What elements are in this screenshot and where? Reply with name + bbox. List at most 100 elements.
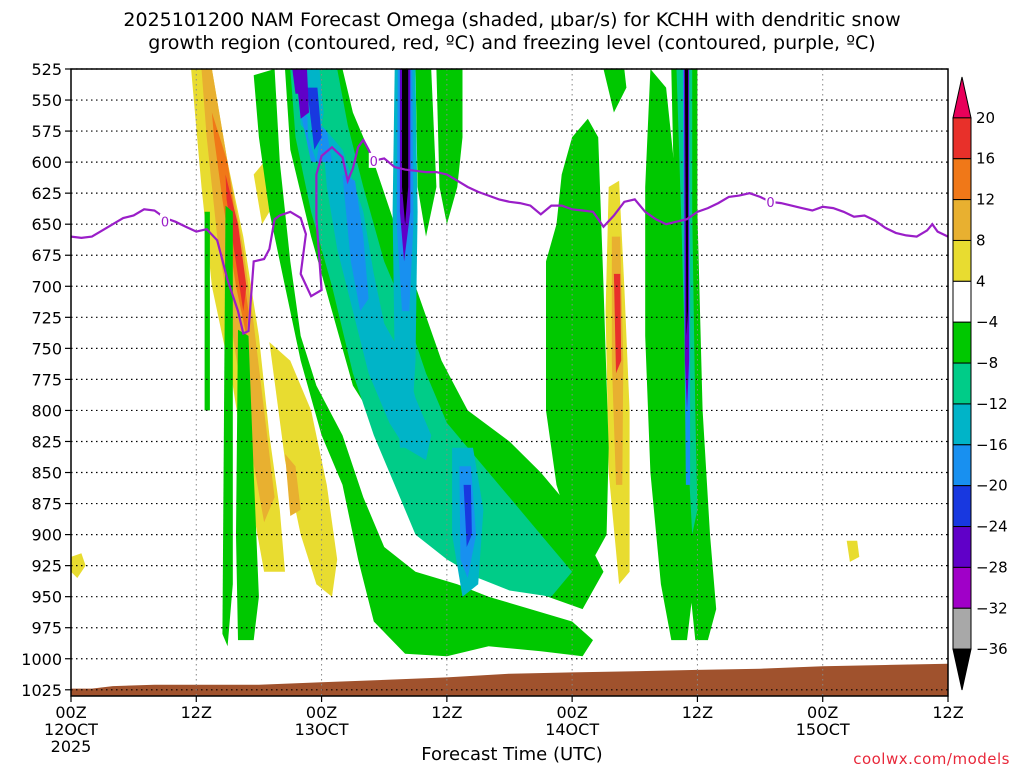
freezing-level-label-0: 0	[161, 216, 169, 231]
colorbar-label-9: −20	[976, 477, 1008, 495]
y-tick-label-1025: 1025	[21, 681, 62, 700]
freezing-level-label-2: 0	[766, 196, 774, 211]
colorbar-label-10: −24	[976, 518, 1008, 536]
colorbar-label-13: −36	[976, 640, 1008, 658]
omega-region-6	[285, 453, 301, 516]
colorbar-label-12: −32	[976, 599, 1008, 617]
colorbar-segment-11	[952, 526, 972, 568]
credit-text: coolwx.com/models	[853, 750, 1010, 768]
y-tick-label-925: 925	[31, 557, 62, 576]
colorbar-segment-3	[952, 199, 972, 241]
colorbar-label-7: −12	[976, 395, 1008, 413]
y-tick-label-900: 900	[31, 526, 62, 545]
omega-region-1	[269, 342, 338, 597]
y-tick-label-975: 975	[31, 619, 62, 638]
y-tick-label-800: 800	[31, 401, 62, 420]
y-tick-label-750: 750	[31, 339, 62, 358]
x-tick-label-0-1: 12OCT	[44, 720, 98, 739]
omega-region-39	[402, 69, 409, 225]
omega-colorbar: 20 16 12 8 4 −4 −8 −12 −16 −20 −24 −28 −32 −36	[952, 76, 1008, 691]
y-tick-label-550: 550	[31, 91, 62, 110]
y-tick-label-625: 625	[31, 184, 62, 203]
omega-region-20	[546, 118, 609, 560]
colorbar-segment-8	[952, 403, 972, 446]
omega-shading	[71, 69, 948, 696]
x-tick-label-0-0: 00Z	[55, 703, 86, 722]
freezing-label-bg-1	[368, 152, 379, 168]
y-tick-label-675: 675	[31, 246, 62, 265]
y-tick-label-850: 850	[31, 464, 62, 483]
omega-region-11	[846, 540, 860, 562]
colorbar-segment-10	[952, 485, 972, 528]
colorbar-segment-2	[952, 158, 972, 201]
x-tick-label-24-0: 00Z	[306, 703, 337, 722]
colorbar-label-2: 12	[976, 191, 995, 209]
colorbar-label-0: 20	[976, 109, 995, 127]
colorbar-segment-12	[952, 566, 972, 609]
chart-title-line-1: 2025101200 NAM Forecast Omega (shaded, μ…	[123, 9, 901, 31]
y-tick-label-950: 950	[31, 588, 62, 607]
colorbar-segment-4	[952, 239, 972, 282]
omega-region-28	[342, 174, 369, 312]
omega-region-33	[307, 87, 322, 150]
y-tick-label-650: 650	[31, 215, 62, 234]
colorbar-segment-7	[952, 362, 972, 405]
omega-region-35	[292, 69, 301, 94]
omega-region-44	[684, 69, 688, 336]
x-tick-label-60-0: 12Z	[682, 703, 713, 722]
colorbar-segment-14	[952, 648, 972, 691]
grid-lines	[71, 68, 948, 696]
colorbar-label-4: 4	[976, 272, 986, 290]
x-tick-label-72-0: 00Z	[807, 703, 838, 722]
y-tick-label-1000: 1000	[21, 650, 62, 669]
freezing-label-bg-0	[159, 213, 170, 229]
omega-region-23	[290, 69, 573, 597]
omega-region-17	[415, 69, 437, 237]
colorbar-segment-1	[952, 117, 972, 160]
y-tick-label-700: 700	[31, 277, 62, 296]
y-tick-label-525: 525	[31, 60, 62, 79]
x-tick-label-12-0: 12Z	[181, 703, 212, 722]
x-axis-label: Forecast Time (UTC)	[421, 744, 603, 765]
colorbar-label-3: 8	[976, 231, 986, 249]
omega-region-21	[603, 69, 627, 113]
x-tick-label-84-0: 12Z	[932, 703, 963, 722]
y-tick-label-725: 725	[31, 308, 62, 327]
colorbar-segment-6	[952, 321, 972, 364]
omega-region-5	[225, 174, 247, 312]
colorbar-label-5: −4	[976, 313, 998, 331]
colorbar-segment-0	[952, 76, 972, 119]
y-tick-label-775: 775	[31, 370, 62, 389]
omega-region-14	[236, 329, 259, 641]
colorbar-segment-9	[952, 444, 972, 487]
freezing-level-label-1: 0	[370, 155, 378, 170]
chart-title-line-2: growth region (contoured, red, ºC) and f…	[148, 32, 876, 54]
y-axis-ticks: 525 550 575 600 625 650 675 700 725 750 775 800 825 8…	[21, 60, 71, 700]
colorbar-label-6: −8	[976, 354, 998, 372]
x-tick-label-0-2: 2025	[51, 737, 92, 756]
omega-region-9	[613, 273, 622, 374]
omega-region-31	[463, 484, 472, 547]
omega-region-10	[71, 553, 86, 578]
x-tick-label-24-1: 13OCT	[295, 720, 349, 739]
plot-frame	[70, 68, 949, 697]
y-tick-label-825: 825	[31, 432, 62, 451]
x-tick-label-48-1: 14OCT	[545, 720, 599, 739]
y-tick-label-875: 875	[31, 495, 62, 514]
y-tick-label-575: 575	[31, 122, 62, 141]
colorbar-label-11: −28	[976, 558, 1008, 576]
freezing-level-line	[71, 137, 948, 336]
omega-region-12	[222, 205, 233, 647]
freezing-label-bg-2	[765, 193, 776, 209]
terrain-fill	[71, 663, 948, 696]
omega-region-18	[436, 69, 463, 225]
y-tick-label-600: 600	[31, 153, 62, 172]
colorbar-segment-13	[952, 607, 972, 650]
omega-region-13	[204, 211, 210, 411]
x-tick-label-72-1: 15OCT	[796, 720, 850, 739]
omega-region-22	[645, 69, 693, 641]
colorbar-label-8: −16	[976, 436, 1008, 454]
